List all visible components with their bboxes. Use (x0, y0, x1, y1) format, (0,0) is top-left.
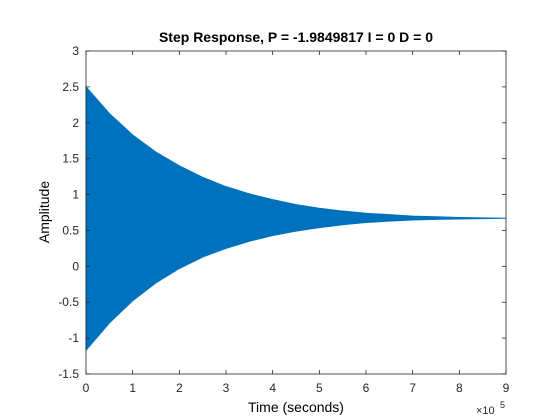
y-tick-label-4: 0.5 (62, 223, 79, 237)
y-tick-label-9: 3 (72, 44, 79, 58)
x-tick-label-6: 6 (363, 381, 370, 395)
x-tick-label-5: 5 (316, 381, 323, 395)
series-0-envelope (85, 86, 507, 351)
x-ticks: 0 1 2 3 4 5 6 7 8 9 (83, 51, 510, 395)
x-tick-label-7: 7 (409, 381, 416, 395)
y-tick-label-0: -1.5 (58, 367, 79, 381)
y-tick-label-8: 2.5 (62, 80, 79, 94)
x-axis-exponent-power: 5 (500, 400, 505, 410)
x-tick-label-1: 1 (129, 381, 136, 395)
y-tick-label-1: -1 (68, 331, 79, 345)
y-tick-label-6: 1.5 (62, 152, 79, 166)
y-tick-label-7: 2 (72, 116, 79, 130)
y-tick-label-2: -0.5 (58, 295, 79, 309)
x-tick-label-8: 8 (456, 381, 463, 395)
x-tick-label-4: 4 (269, 381, 276, 395)
x-tick-label-9: 9 (503, 381, 510, 395)
x-tick-label-3: 3 (223, 381, 230, 395)
x-tick-label-2: 2 (176, 381, 183, 395)
data-layer (85, 86, 507, 351)
axes-box (85, 50, 507, 375)
x-axis-label: Time (seconds) (248, 399, 344, 415)
y-axis-label: Amplitude (36, 181, 52, 243)
y-tick-label-3: 0 (72, 259, 79, 273)
chart-title: Step Response, P = -1.9849817 I = 0 D = … (159, 29, 433, 45)
x-axis-exponent-base: ×10 (476, 405, 495, 417)
y-tick-label-5: 1 (72, 188, 79, 202)
y-ticks: -1.5 -1 -0.5 0 0.5 1 1.5 2 2.5 3 (58, 44, 506, 381)
x-tick-label-0: 0 (83, 381, 90, 395)
